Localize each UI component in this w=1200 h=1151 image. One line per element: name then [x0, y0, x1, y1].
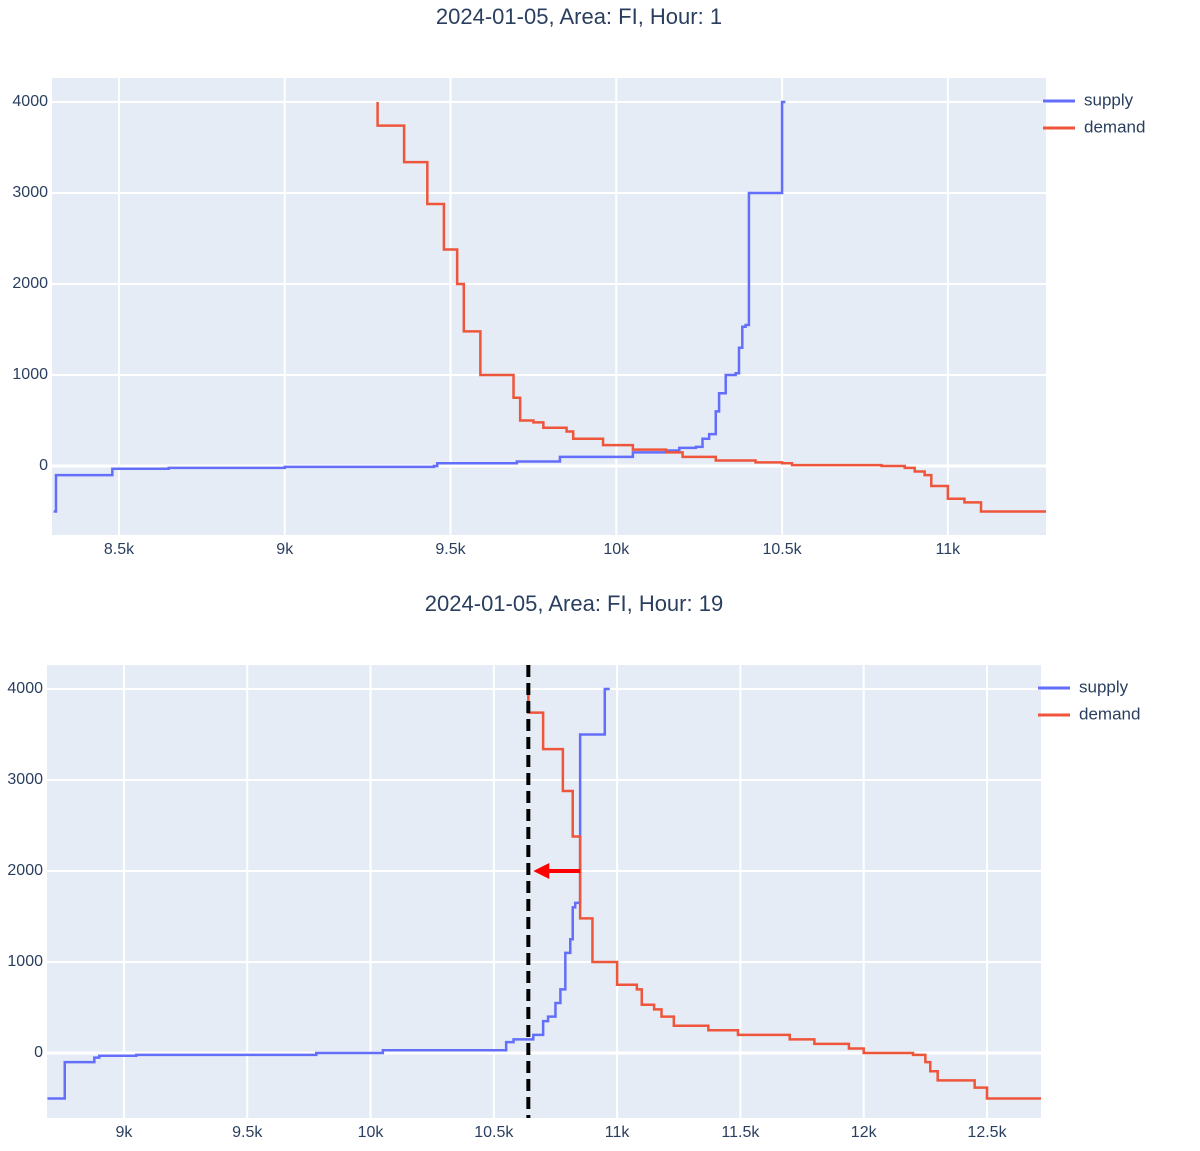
x-tick-label: 11k	[605, 1124, 631, 1141]
y-tick-label: 4000	[7, 680, 43, 697]
legend-label: supply	[1084, 90, 1134, 109]
legend-label: supply	[1079, 677, 1129, 696]
x-tick-label: 9.5k	[232, 1124, 263, 1141]
x-tick-label: 10k	[603, 541, 630, 558]
x-tick-label: 12.5k	[967, 1124, 1007, 1141]
y-tick-label: 3000	[12, 184, 48, 201]
x-tick-label: 12k	[851, 1124, 878, 1141]
x-tick-label: 10k	[358, 1124, 385, 1141]
y-tick-label: 2000	[7, 862, 43, 879]
y-tick-label: 4000	[12, 93, 48, 110]
y-tick-label: 1000	[12, 366, 48, 383]
x-tick-label: 11.5k	[721, 1124, 760, 1141]
plot-area	[52, 78, 1046, 535]
series-line	[527, 689, 1041, 1100]
y-tick-label: 2000	[12, 275, 48, 292]
y-tick-label: 0	[39, 457, 48, 474]
x-tick-label: 8.5k	[104, 541, 135, 558]
x-tick-label: 10.5k	[763, 541, 803, 558]
legend-label: demand	[1084, 117, 1145, 136]
x-tick-label: 11k	[936, 541, 962, 558]
arrow-head	[533, 863, 550, 880]
x-tick-label: 10.5k	[474, 1124, 514, 1141]
y-tick-label: 0	[34, 1044, 43, 1061]
x-tick-label: 9k	[115, 1124, 133, 1141]
y-tick-label: 1000	[7, 953, 43, 970]
x-tick-label: 9.5k	[435, 541, 466, 558]
y-tick-label: 3000	[7, 771, 43, 788]
chart-title: 2024-01-05, Area: FI, Hour: 1	[436, 4, 722, 29]
series-line	[53, 100, 786, 513]
legend-label: demand	[1079, 704, 1140, 723]
x-tick-label: 9k	[276, 541, 294, 558]
series-line	[47, 687, 610, 1100]
series-line	[376, 102, 1046, 513]
chart-title: 2024-01-05, Area: FI, Hour: 19	[425, 591, 723, 616]
